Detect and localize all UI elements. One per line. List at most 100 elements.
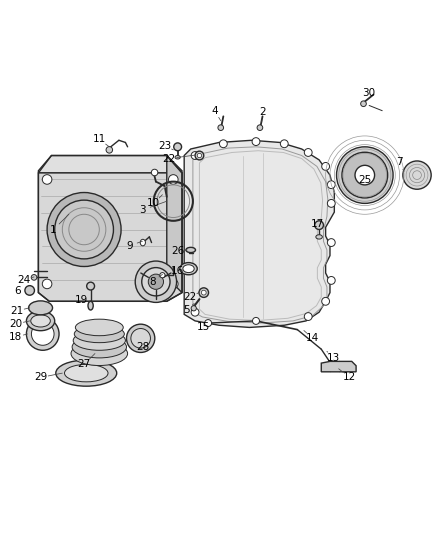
Text: 24: 24	[18, 274, 31, 285]
Text: 13: 13	[326, 353, 339, 363]
Ellipse shape	[327, 199, 335, 207]
Text: 20: 20	[9, 319, 22, 329]
Ellipse shape	[73, 330, 125, 350]
Ellipse shape	[219, 140, 227, 148]
Text: 22: 22	[162, 154, 176, 164]
Text: 14: 14	[306, 333, 319, 343]
Polygon shape	[321, 361, 356, 372]
Text: 12: 12	[343, 373, 356, 383]
Text: 26: 26	[171, 246, 184, 256]
Text: 18: 18	[9, 332, 22, 342]
Ellipse shape	[257, 125, 263, 131]
Ellipse shape	[280, 140, 288, 148]
Ellipse shape	[32, 322, 54, 345]
Ellipse shape	[47, 192, 121, 266]
Ellipse shape	[252, 138, 260, 146]
Ellipse shape	[315, 221, 323, 230]
Ellipse shape	[201, 290, 206, 295]
Ellipse shape	[304, 149, 312, 156]
Ellipse shape	[175, 156, 180, 159]
Ellipse shape	[197, 154, 201, 158]
Ellipse shape	[131, 328, 150, 348]
Ellipse shape	[25, 286, 35, 295]
Ellipse shape	[106, 147, 113, 153]
Ellipse shape	[148, 274, 163, 289]
Ellipse shape	[191, 305, 196, 311]
Ellipse shape	[169, 279, 178, 289]
Ellipse shape	[191, 151, 199, 159]
Ellipse shape	[135, 261, 177, 302]
Ellipse shape	[56, 360, 117, 386]
Ellipse shape	[127, 324, 155, 352]
Ellipse shape	[218, 125, 223, 131]
Text: 3: 3	[140, 205, 146, 215]
Text: 25: 25	[358, 175, 371, 185]
Ellipse shape	[174, 143, 182, 151]
Text: 16: 16	[171, 266, 184, 276]
Ellipse shape	[26, 311, 55, 330]
Ellipse shape	[26, 318, 59, 350]
Ellipse shape	[72, 336, 127, 358]
Ellipse shape	[71, 342, 127, 366]
Text: 28: 28	[136, 342, 149, 352]
Text: 19: 19	[74, 295, 88, 305]
Ellipse shape	[186, 247, 195, 253]
Text: 29: 29	[34, 373, 47, 383]
Ellipse shape	[205, 320, 212, 327]
Ellipse shape	[253, 318, 259, 325]
Text: 9: 9	[127, 240, 133, 251]
Ellipse shape	[55, 200, 113, 259]
Text: 11: 11	[93, 134, 106, 144]
Ellipse shape	[342, 152, 388, 198]
Ellipse shape	[360, 101, 366, 107]
Ellipse shape	[195, 151, 204, 160]
Text: 10: 10	[147, 198, 160, 208]
Ellipse shape	[28, 301, 53, 315]
Ellipse shape	[74, 325, 124, 343]
Text: 21: 21	[10, 306, 23, 316]
Ellipse shape	[199, 288, 208, 297]
Text: 22: 22	[183, 292, 197, 302]
Ellipse shape	[180, 263, 197, 275]
Text: 2: 2	[259, 107, 266, 117]
Text: 1: 1	[50, 224, 57, 235]
Ellipse shape	[87, 282, 95, 290]
Ellipse shape	[88, 301, 93, 310]
Text: 8: 8	[149, 277, 156, 287]
Ellipse shape	[327, 277, 335, 284]
Text: 15: 15	[197, 322, 210, 333]
Polygon shape	[167, 156, 182, 293]
Polygon shape	[39, 156, 182, 173]
Ellipse shape	[142, 268, 170, 296]
Text: 30: 30	[363, 88, 376, 98]
Ellipse shape	[169, 175, 178, 184]
Text: 27: 27	[78, 359, 91, 369]
Ellipse shape	[42, 279, 52, 289]
Ellipse shape	[403, 161, 431, 189]
Ellipse shape	[31, 274, 37, 280]
Ellipse shape	[355, 165, 374, 185]
Ellipse shape	[316, 235, 322, 239]
Ellipse shape	[191, 308, 199, 316]
Ellipse shape	[75, 319, 123, 336]
Ellipse shape	[140, 239, 145, 246]
Ellipse shape	[322, 163, 329, 171]
Ellipse shape	[304, 313, 312, 320]
Text: 23: 23	[158, 141, 171, 150]
Polygon shape	[184, 140, 334, 327]
Text: 7: 7	[396, 157, 403, 167]
Text: 5: 5	[183, 305, 190, 315]
Ellipse shape	[160, 272, 165, 278]
Ellipse shape	[42, 175, 52, 184]
Text: 4: 4	[212, 106, 218, 116]
Ellipse shape	[64, 365, 108, 382]
Text: 6: 6	[14, 286, 21, 296]
Ellipse shape	[336, 147, 393, 204]
Ellipse shape	[322, 297, 329, 305]
Ellipse shape	[327, 181, 335, 189]
Ellipse shape	[31, 315, 50, 327]
Text: 17: 17	[311, 219, 324, 229]
Ellipse shape	[183, 265, 194, 272]
Ellipse shape	[327, 239, 335, 246]
Polygon shape	[39, 173, 182, 301]
